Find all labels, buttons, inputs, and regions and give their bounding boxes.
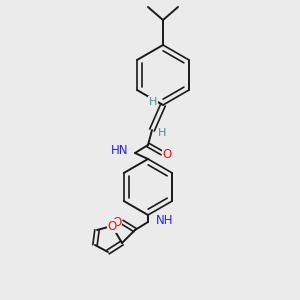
Text: NH: NH — [156, 214, 173, 226]
Text: H: H — [158, 128, 166, 138]
Text: H: H — [149, 97, 157, 107]
Text: HN: HN — [110, 145, 128, 158]
Text: O: O — [162, 148, 172, 160]
Text: O: O — [112, 217, 122, 230]
Text: O: O — [107, 220, 117, 232]
